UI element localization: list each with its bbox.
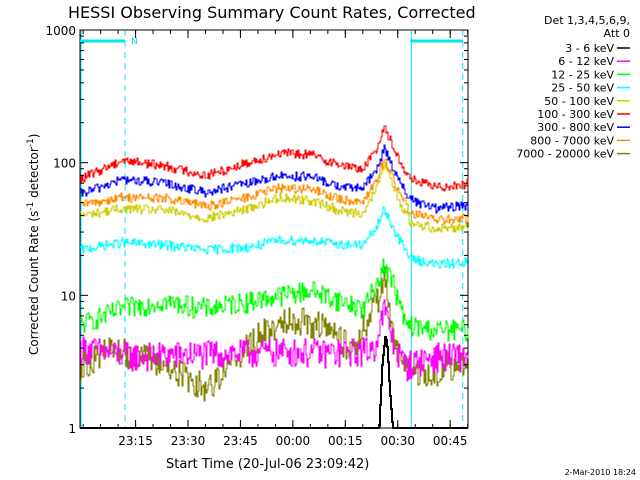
x-tick-label: 23:30	[171, 434, 206, 448]
legend-entry-label: 6 - 12 keV	[558, 55, 614, 68]
y-axis-label-main: Corrected Count Rate (s	[27, 211, 41, 355]
y-axis-label-end: )	[27, 134, 41, 139]
y-axis: 1 10 100 1000	[45, 24, 468, 436]
x-tick-label: 23:15	[118, 434, 153, 448]
legend-header-1: Det 1,3,4,5,6,9,	[544, 14, 630, 27]
legend-entry-label: 3 - 6 keV	[565, 42, 614, 55]
flag-label: N	[131, 37, 138, 47]
y-axis-label-sup2: -1	[26, 138, 36, 147]
series-line	[80, 158, 469, 225]
series-line	[80, 299, 469, 382]
y-tick-label: 1000	[45, 24, 76, 38]
legend-entry-label: 7000 - 20000 keV	[516, 148, 614, 161]
x-axis: 23:15 23:30 23:45 00:00 00:15 00:30 00:45	[82, 30, 469, 448]
series-line	[80, 336, 468, 429]
series-line	[80, 258, 469, 342]
y-tick-label: 100	[53, 157, 76, 171]
chart-title: HESSI Observing Summary Count Rates, Cor…	[68, 3, 476, 22]
legend-header-2: Att 0	[604, 27, 630, 40]
x-tick-label: 00:30	[380, 434, 415, 448]
x-tick-label: 00:15	[328, 434, 363, 448]
y-tick-label: 1	[68, 422, 76, 436]
legend-entry-label: 12 - 25 keV	[551, 68, 614, 81]
footer-date: 2-Mar-2010 18:24	[565, 468, 636, 477]
y-tick-label: 10	[61, 289, 76, 303]
legend-entry-label: 50 - 100 keV	[544, 95, 614, 108]
legend-entry-label: 100 - 300 keV	[537, 108, 614, 121]
series-line	[80, 206, 468, 269]
series-line	[80, 125, 469, 192]
y-axis-label-mid: detector	[27, 147, 41, 202]
series-line	[80, 144, 469, 214]
legend-entry-label: 25 - 50 keV	[551, 82, 614, 95]
y-axis-label-sup1: -1	[26, 202, 36, 211]
legend-entry-label: 800 - 7000 keV	[530, 134, 614, 147]
x-tick-label: 23:45	[223, 434, 258, 448]
legend-entry-label: 300 - 800 keV	[537, 121, 614, 134]
series-line	[80, 266, 469, 402]
x-tick-label: 00:45	[433, 434, 468, 448]
x-axis-label: Start Time (20-Jul-06 23:09:42)	[166, 457, 369, 472]
y-axis-label: Corrected Count Rate (s-1 detector-1)	[26, 134, 41, 355]
x-tick-label: 00:00	[276, 434, 311, 448]
series-layer	[80, 125, 469, 429]
series-line	[80, 161, 469, 233]
